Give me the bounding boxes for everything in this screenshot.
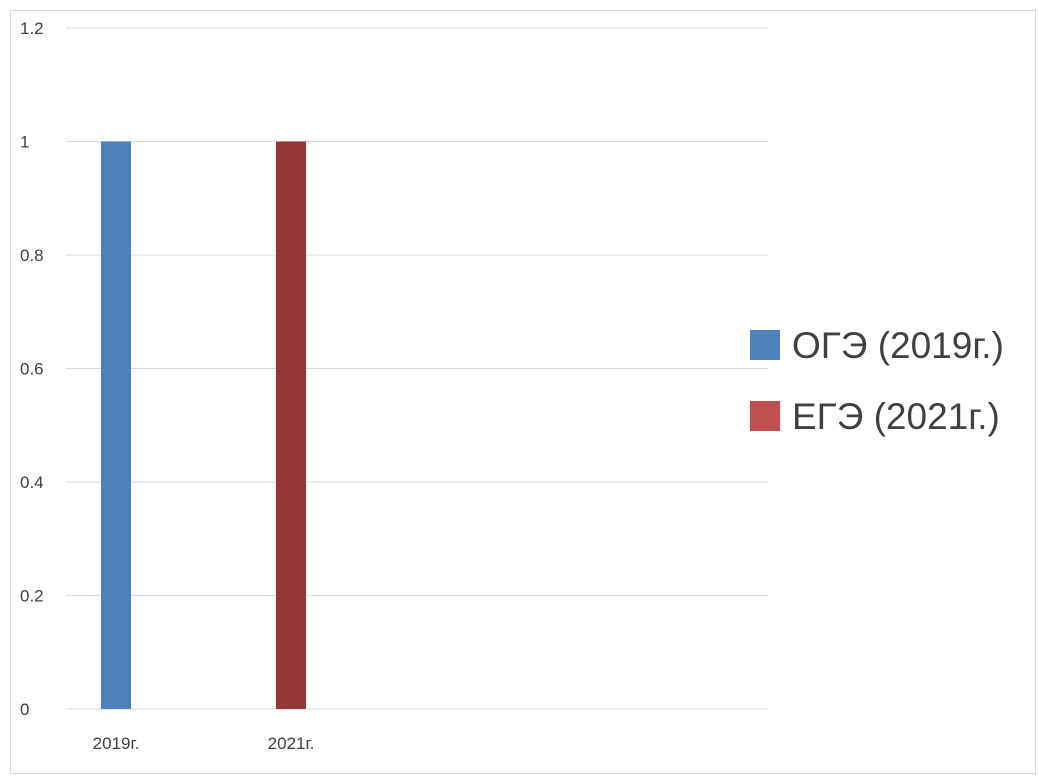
gridlines xyxy=(66,27,768,710)
legend-label: ОГЭ (2019г.) xyxy=(792,325,1004,366)
x-axis: 2019г. 2021г. xyxy=(93,734,315,753)
legend-swatch xyxy=(750,401,780,431)
y-tick-label: 0.6 xyxy=(20,360,44,379)
y-tick-label: 1 xyxy=(20,133,29,152)
legend: ОГЭ (2019г.) ЕГЭ (2021г.) xyxy=(750,325,1004,437)
bar xyxy=(101,141,131,709)
y-axis: 0 0.2 0.4 0.6 0.8 1 1.2 xyxy=(20,19,44,719)
y-tick-label: 0.8 xyxy=(20,246,44,265)
legend-swatch xyxy=(750,330,780,360)
x-tick-label: 2019г. xyxy=(93,734,140,753)
y-tick-label: 0.4 xyxy=(20,473,44,492)
y-tick-label: 0.2 xyxy=(20,587,44,606)
bars xyxy=(101,141,306,709)
chart-frame xyxy=(10,10,1036,774)
y-tick-label: 0 xyxy=(20,700,29,719)
legend-label: ЕГЭ (2021г.) xyxy=(792,396,1000,437)
x-tick-label: 2021г. xyxy=(268,734,315,753)
bar xyxy=(276,141,306,709)
y-tick-label: 1.2 xyxy=(20,19,44,38)
